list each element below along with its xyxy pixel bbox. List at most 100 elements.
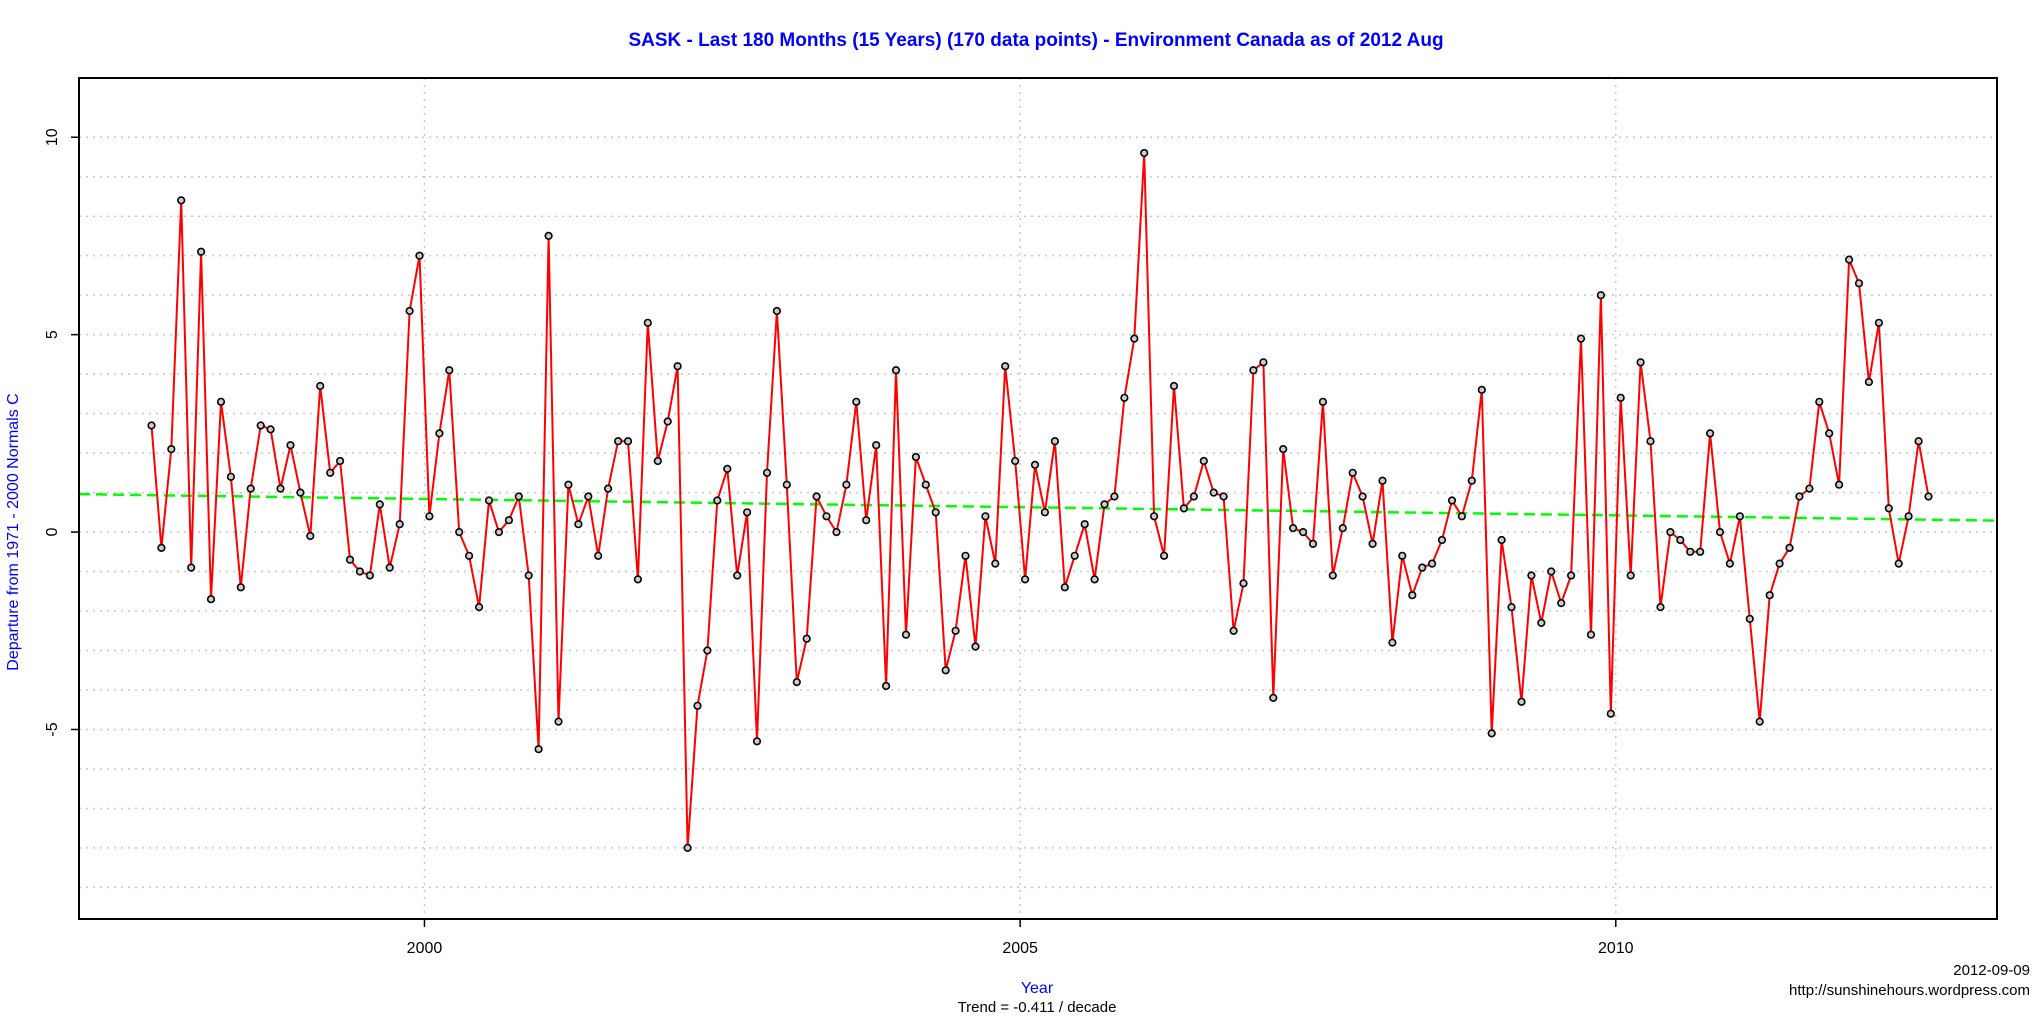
data-point [613, 437, 623, 446]
data-point [1328, 571, 1337, 580]
data-point [1894, 559, 1903, 568]
data-point [395, 520, 404, 529]
data-point [872, 441, 881, 450]
data-point [1676, 535, 1685, 545]
data-point [752, 737, 762, 746]
data-point [365, 571, 375, 580]
data-point [1090, 575, 1099, 584]
data-point [1338, 523, 1347, 533]
data-point [514, 492, 523, 501]
data-point [1914, 437, 1923, 446]
data-point [862, 516, 871, 525]
data-point [1378, 476, 1387, 485]
data-point [1864, 377, 1873, 387]
data-point [216, 397, 226, 406]
data-point [1557, 598, 1566, 608]
data-point [1805, 484, 1814, 493]
data-point [1646, 437, 1655, 446]
data-point [941, 666, 950, 675]
data-point [1447, 496, 1457, 505]
data-point [1606, 709, 1615, 718]
data-point [544, 231, 553, 240]
data-point [1140, 148, 1149, 158]
data-point [802, 634, 811, 643]
data-point [1427, 559, 1437, 568]
data-point [1467, 476, 1476, 485]
data-point [206, 595, 216, 604]
data-point [693, 701, 702, 710]
data-point [772, 306, 782, 316]
data-point [1785, 543, 1794, 553]
data-point [1517, 697, 1526, 706]
data-point [594, 551, 603, 560]
data-point [1229, 626, 1238, 635]
data-point [1745, 614, 1754, 624]
data-point [1388, 638, 1397, 647]
data-point [1497, 535, 1506, 545]
y-tick-label: 0 [44, 528, 61, 537]
data-point [921, 480, 930, 489]
data-point [1735, 512, 1744, 521]
data-point [475, 602, 484, 612]
x-axis-label: Year [1021, 980, 1054, 997]
data-point [226, 472, 235, 481]
data-point [316, 381, 325, 391]
data-point [375, 500, 384, 509]
data-point [1259, 358, 1268, 367]
data-point [762, 468, 772, 477]
data-point [832, 527, 841, 537]
data-point [931, 508, 940, 517]
trend-annotation: Trend = -0.411 / decade [958, 999, 1117, 1016]
trend-line [78, 492, 1998, 522]
axes: -5 0 5 10 2000 2005 2010 [44, 128, 1634, 957]
data-point [1199, 456, 1208, 466]
data-point [1418, 563, 1427, 572]
data-point [385, 563, 394, 572]
data-point [891, 366, 901, 375]
data-point [623, 437, 633, 446]
data-point [951, 626, 960, 635]
data-point [177, 196, 186, 205]
data-point [276, 484, 285, 493]
data-point [554, 717, 563, 726]
data-point [971, 642, 980, 651]
data-point [742, 508, 752, 517]
x-tick-label: 2010 [1598, 940, 1634, 957]
data-point [246, 484, 255, 493]
data-point [1686, 547, 1695, 556]
data-point [1834, 480, 1844, 489]
data-point [167, 445, 176, 454]
data-point [425, 512, 434, 521]
y-axis-label: Departure from 1971 - 2000 Normals C [5, 393, 22, 670]
data-point [1586, 630, 1596, 639]
data-point [1507, 602, 1516, 612]
data-point [663, 417, 672, 426]
data-point [1239, 579, 1248, 588]
data-point [1636, 358, 1645, 367]
x-tick-label: 2005 [1002, 940, 1038, 957]
data-point [633, 575, 643, 584]
data-point [296, 488, 305, 497]
data-point [584, 492, 593, 501]
data-point [1149, 512, 1159, 521]
data-point [1666, 527, 1675, 537]
data-point [1050, 437, 1059, 446]
data-point [286, 441, 295, 450]
data-point [1547, 567, 1556, 576]
data-point [911, 452, 921, 462]
data-point [1348, 468, 1357, 477]
data-point [1100, 500, 1109, 509]
data-point [197, 247, 206, 256]
data-point [1815, 397, 1824, 406]
data-point [1696, 547, 1705, 556]
data-point [1308, 539, 1318, 549]
data-point [465, 551, 474, 560]
data-point [981, 512, 990, 521]
data-point [494, 527, 504, 537]
data-point [1874, 318, 1883, 327]
data-point [306, 531, 315, 541]
data-point [187, 563, 196, 572]
data-point [1288, 523, 1298, 533]
data-point [1755, 717, 1764, 726]
data-point [415, 251, 424, 260]
